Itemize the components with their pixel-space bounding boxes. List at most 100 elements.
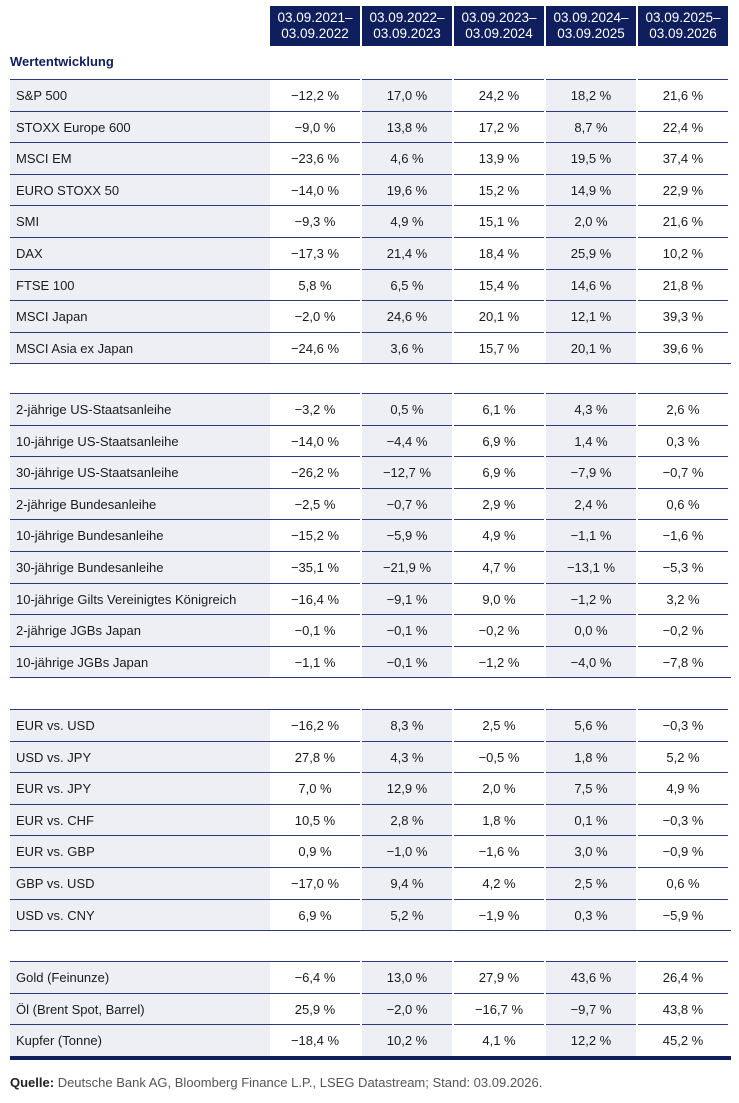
table-row: 30-jährige US-Staatsanleihe −26,2 % −12,7 … xyxy=(10,456,731,488)
source-text: Deutsche Bank AG, Bloomberg Finance L.P.… xyxy=(54,1075,543,1090)
value-cell: 13,8 % xyxy=(362,110,452,143)
value-cell: 2,8 % xyxy=(362,803,452,836)
value-cell: −18,4 % xyxy=(270,1024,360,1056)
value-cell: 2,6 % xyxy=(638,393,728,425)
table-row: Öl (Brent Spot, Barrel) 25,9 % −2,0 % −16,7… xyxy=(10,992,731,1025)
value-cell: −0,2 % xyxy=(454,614,544,646)
value-cell: 2,5 % xyxy=(454,709,544,741)
table-row: 10-jährige US-Staatsanleihe −14,0 % −4,4 %… xyxy=(10,424,731,457)
value-cell: 4,7 % xyxy=(454,551,544,583)
value-cell: 6,5 % xyxy=(362,268,452,301)
table-row: 30-jährige Bundesanleihe −35,1 % −21,9 % 4,… xyxy=(10,551,731,583)
value-cell: 2,4 % xyxy=(546,487,636,520)
value-cell: 37,4 % xyxy=(638,142,728,174)
column-header-end: 03.09.2025 xyxy=(557,26,625,41)
value-cell: −5,9 % xyxy=(638,898,728,931)
value-cell: 2,0 % xyxy=(546,205,636,237)
value-cell: 19,6 % xyxy=(362,173,452,206)
column-header: 03.09.2022– 03.09.2023 xyxy=(362,6,452,46)
row-label: 10-jährige JGBs Japan xyxy=(10,645,270,678)
value-cell: −0,1 % xyxy=(270,614,360,646)
row-label: EUR vs. USD xyxy=(10,709,270,741)
value-cell: 5,8 % xyxy=(270,268,360,301)
value-cell: 0,0 % xyxy=(546,614,636,646)
value-cell: 6,9 % xyxy=(454,424,544,457)
value-cell: 15,2 % xyxy=(454,173,544,206)
row-label: EUR vs. JPY xyxy=(10,772,270,804)
value-cell: 22,9 % xyxy=(638,173,728,206)
value-cell: −9,0 % xyxy=(270,110,360,143)
value-cell: −1,2 % xyxy=(546,582,636,615)
value-cell: 7,5 % xyxy=(546,772,636,804)
value-cell: −3,2 % xyxy=(270,393,360,425)
value-cell: 19,5 % xyxy=(546,142,636,174)
table-bottom-bar xyxy=(10,1056,731,1060)
value-cell: 3,0 % xyxy=(546,835,636,867)
value-cell: 10,2 % xyxy=(362,1024,452,1056)
table-row: 10-jährige Gilts Vereinigtes Königreich −… xyxy=(10,582,731,615)
table-row: EUR vs. JPY 7,0 % 12,9 % 2,0 % 7,5 % 4,9 % xyxy=(10,772,731,804)
value-cell: −24,6 % xyxy=(270,331,360,364)
value-cell: 4,2 % xyxy=(454,867,544,899)
value-cell: −17,3 % xyxy=(270,237,360,269)
value-cell: −1,9 % xyxy=(454,898,544,931)
value-cell: 21,8 % xyxy=(638,268,728,301)
value-cell: 9,0 % xyxy=(454,582,544,615)
value-cell: 5,2 % xyxy=(362,898,452,931)
value-cell: 12,9 % xyxy=(362,772,452,804)
value-cell: 18,2 % xyxy=(546,79,636,111)
table-row: EUR vs. USD −16,2 % 8,3 % 2,5 % 5,6 % −0,3 % xyxy=(10,709,731,741)
row-label: EUR vs. CHF xyxy=(10,803,270,836)
value-cell: −0,3 % xyxy=(638,709,728,741)
column-header: 03.09.2024– 03.09.2025 xyxy=(546,6,636,46)
row-label: 30-jährige US-Staatsanleihe xyxy=(10,456,270,488)
value-cell: 6,9 % xyxy=(270,898,360,931)
value-cell: −16,7 % xyxy=(454,992,544,1025)
value-cell: −23,6 % xyxy=(270,142,360,174)
value-cell: 15,1 % xyxy=(454,205,544,237)
row-label: 10-jährige Bundesanleihe xyxy=(10,519,270,551)
value-cell: −0,1 % xyxy=(362,645,452,678)
value-cell: −12,7 % xyxy=(362,456,452,488)
value-cell: 43,8 % xyxy=(638,992,728,1025)
value-cell: −5,9 % xyxy=(362,519,452,551)
value-cell: 13,9 % xyxy=(454,142,544,174)
row-label: DAX xyxy=(10,237,270,269)
value-cell: 15,7 % xyxy=(454,331,544,364)
value-cell: 21,6 % xyxy=(638,205,728,237)
table-row: EURO STOXX 50 −14,0 % 19,6 % 15,2 % 14,9 % 22… xyxy=(10,173,731,206)
value-cell: 13,0 % xyxy=(362,961,452,993)
value-cell: −0,3 % xyxy=(638,803,728,836)
value-cell: 0,3 % xyxy=(546,898,636,931)
table-row: MSCI Asia ex Japan −24,6 % 3,6 % 15,7 % 20,1… xyxy=(10,331,731,364)
value-cell: −2,0 % xyxy=(270,300,360,332)
value-cell: −9,1 % xyxy=(362,582,452,615)
table-row: 10-jährige Bundesanleihe −15,2 % −5,9 % 4,9… xyxy=(10,519,731,551)
row-label: EURO STOXX 50 xyxy=(10,173,270,206)
value-cell: 1,8 % xyxy=(546,740,636,773)
value-cell: 0,3 % xyxy=(638,424,728,457)
column-header-end: 03.09.2022 xyxy=(281,26,349,41)
column-header-start: 03.09.2024– xyxy=(553,10,629,25)
row-label: 2-jährige Bundesanleihe xyxy=(10,487,270,520)
row-label: MSCI Asia ex Japan xyxy=(10,331,270,364)
row-label: MSCI EM xyxy=(10,142,270,174)
row-label: 2-jährige JGBs Japan xyxy=(10,614,270,646)
value-cell: 3,2 % xyxy=(638,582,728,615)
row-label: Gold (Feinunze) xyxy=(10,961,270,993)
column-header-end: 03.09.2023 xyxy=(373,26,441,41)
value-cell: 21,4 % xyxy=(362,237,452,269)
value-cell: 4,6 % xyxy=(362,142,452,174)
table-row: FTSE 100 5,8 % 6,5 % 15,4 % 14,6 % 21,8 % xyxy=(10,268,731,301)
table-row: Kupfer (Tonne) −18,4 % 10,2 % 4,1 % 12,2 % 45… xyxy=(10,1024,731,1056)
value-cell: 5,6 % xyxy=(546,709,636,741)
value-cell: 39,3 % xyxy=(638,300,728,332)
value-cell: 20,1 % xyxy=(454,300,544,332)
value-cell: −16,2 % xyxy=(270,709,360,741)
value-cell: −0,7 % xyxy=(638,456,728,488)
value-cell: 25,9 % xyxy=(546,237,636,269)
row-label: STOXX Europe 600 xyxy=(10,110,270,143)
value-cell: 0,1 % xyxy=(546,803,636,836)
value-cell: 10,5 % xyxy=(270,803,360,836)
value-cell: 4,3 % xyxy=(546,393,636,425)
